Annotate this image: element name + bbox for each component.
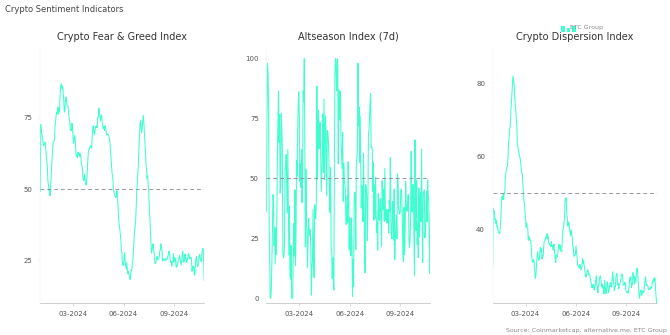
Text: Source: Coinmarketcap, alternative.me, ETC Group: Source: Coinmarketcap, alternative.me, E… xyxy=(506,328,667,333)
Text: ETC Group: ETC Group xyxy=(570,25,603,30)
Title: Crypto Dispersion Index: Crypto Dispersion Index xyxy=(516,32,633,42)
Text: Crypto Sentiment Indicators: Crypto Sentiment Indicators xyxy=(5,5,124,14)
Title: Altseason Index (7d): Altseason Index (7d) xyxy=(298,32,399,42)
Title: Crypto Fear & Greed Index: Crypto Fear & Greed Index xyxy=(57,32,187,42)
